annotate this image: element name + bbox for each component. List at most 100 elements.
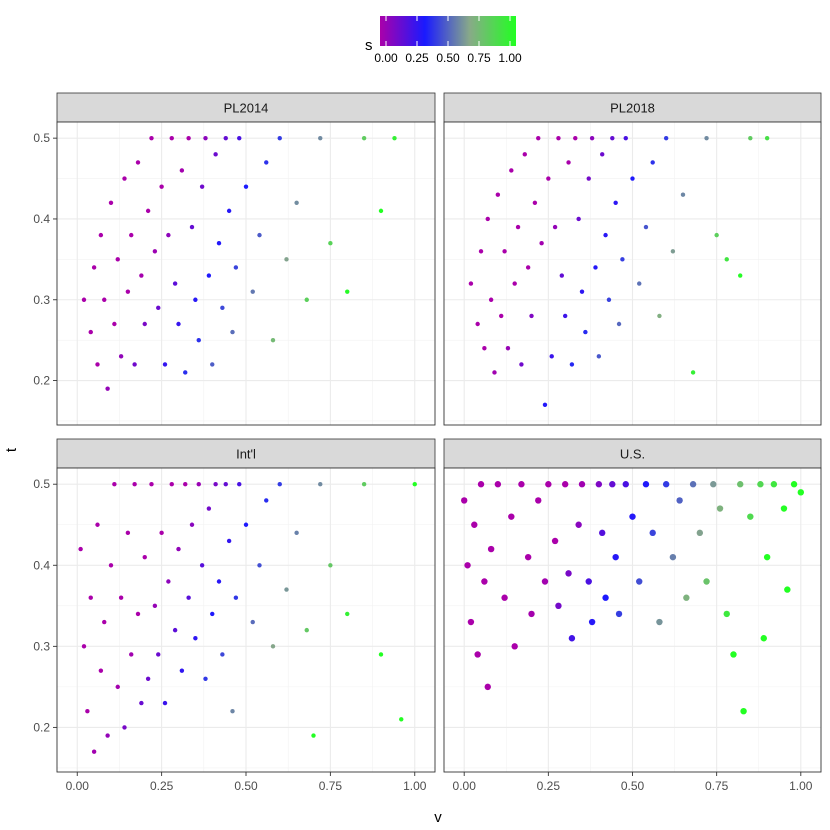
- scatter-point: [730, 651, 737, 658]
- scatter-point: [135, 611, 141, 617]
- scatter-point: [508, 513, 515, 520]
- scatter-point: [257, 563, 262, 568]
- scatter-point: [622, 481, 629, 488]
- facet-strip-label: Int'l: [236, 447, 256, 462]
- scatter-point: [690, 370, 696, 375]
- scatter-point: [149, 135, 154, 141]
- scatter-point: [532, 200, 538, 205]
- facet-strip-label: U.S.: [620, 447, 645, 462]
- scatter-point: [129, 652, 134, 657]
- scatter-point: [210, 611, 215, 617]
- legend-tick-label: 0.25: [405, 51, 429, 65]
- scatter-point: [189, 224, 195, 230]
- scatter-point: [596, 354, 602, 359]
- scatter-point: [460, 497, 468, 504]
- scatter-point: [495, 192, 501, 197]
- scatter-point: [108, 200, 114, 205]
- scatter-point: [88, 595, 93, 600]
- scatter-point: [487, 545, 495, 553]
- scatter-point: [650, 160, 655, 165]
- scatter-point: [482, 346, 487, 351]
- scatter-point: [620, 257, 625, 262]
- facet-strip-label: PL2014: [224, 101, 269, 116]
- scatter-point: [311, 733, 316, 738]
- x-tick-label: 0.25: [537, 779, 561, 793]
- scatter-point: [206, 273, 212, 278]
- scatter-point: [763, 553, 771, 561]
- scatter-point: [159, 530, 164, 536]
- scatter-point: [656, 618, 663, 626]
- scatter-point: [492, 370, 497, 375]
- scatter-point: [784, 586, 791, 593]
- scatter-point: [95, 362, 100, 367]
- scatter-point: [552, 224, 558, 230]
- scatter-point: [723, 610, 730, 618]
- x-tick-label: 0.50: [621, 779, 645, 793]
- panel: PL2014 0.2 0.3 0.4 0.5: [33, 92, 436, 426]
- scatter-point: [118, 595, 124, 600]
- x-tick-label: 0.75: [319, 779, 343, 793]
- scatter-point: [166, 579, 171, 584]
- legend-tick-label: 0.75: [467, 51, 491, 65]
- scatter-point: [125, 530, 131, 536]
- panel-border: [56, 121, 436, 426]
- scatter-point: [562, 313, 568, 319]
- scatter-point: [118, 354, 124, 359]
- scatter-point: [578, 481, 586, 488]
- scatter-point: [115, 684, 120, 690]
- scatter-point: [546, 176, 551, 181]
- scatter-point: [555, 602, 562, 610]
- scatter-point: [210, 362, 215, 367]
- scatter-point: [216, 241, 222, 246]
- scatter-point: [149, 482, 154, 487]
- scatter-point: [378, 208, 384, 214]
- scatter-point: [223, 482, 228, 487]
- scatter-point: [98, 232, 104, 238]
- scatter-point: [162, 700, 168, 706]
- y-tick-label: 0.2: [33, 374, 50, 388]
- scatter-point: [284, 587, 289, 592]
- scatter-point: [588, 618, 596, 626]
- scatter-point: [501, 594, 508, 601]
- scatter-point: [172, 627, 178, 633]
- scatter-point: [277, 482, 282, 487]
- scatter-point: [488, 297, 494, 302]
- scatter-point: [609, 481, 616, 488]
- scatter-point: [519, 362, 524, 367]
- scatter-point: [680, 192, 686, 197]
- scatter-point: [145, 208, 151, 214]
- scatter-point: [539, 241, 544, 246]
- scatter-point: [203, 135, 208, 141]
- scatter-point: [122, 176, 127, 181]
- scatter-point: [85, 709, 90, 714]
- scatter-point: [760, 635, 767, 642]
- scatter-point: [559, 273, 565, 278]
- scatter-point: [599, 529, 606, 537]
- scatter-point: [176, 321, 181, 327]
- scatter-point: [551, 537, 559, 545]
- scatter-point: [233, 595, 239, 600]
- scatter-point: [294, 200, 299, 205]
- scatter-point: [528, 610, 535, 618]
- facet-strip: [56, 92, 436, 123]
- scatter-point: [159, 184, 164, 189]
- scatter-point: [485, 216, 490, 222]
- scatter-point: [573, 135, 578, 141]
- scatter-point: [179, 168, 185, 173]
- scatter-point: [589, 135, 595, 141]
- y-tick-label: 0.4: [33, 558, 50, 572]
- scatter-point: [494, 481, 502, 488]
- scatter-point: [522, 152, 527, 157]
- scatter-point: [575, 521, 582, 528]
- x-tick-label: 1.00: [789, 779, 813, 793]
- scatter-point: [657, 313, 662, 319]
- scatter-point: [683, 594, 690, 601]
- scatter-point: [230, 329, 235, 335]
- scatter-point: [98, 668, 104, 673]
- scatter-point: [378, 652, 384, 657]
- scatter-point: [593, 265, 598, 270]
- scatter-point: [183, 482, 188, 487]
- x-axis-title: v: [434, 809, 442, 826]
- scatter-point: [213, 152, 218, 157]
- y-axis-title: t: [3, 447, 20, 452]
